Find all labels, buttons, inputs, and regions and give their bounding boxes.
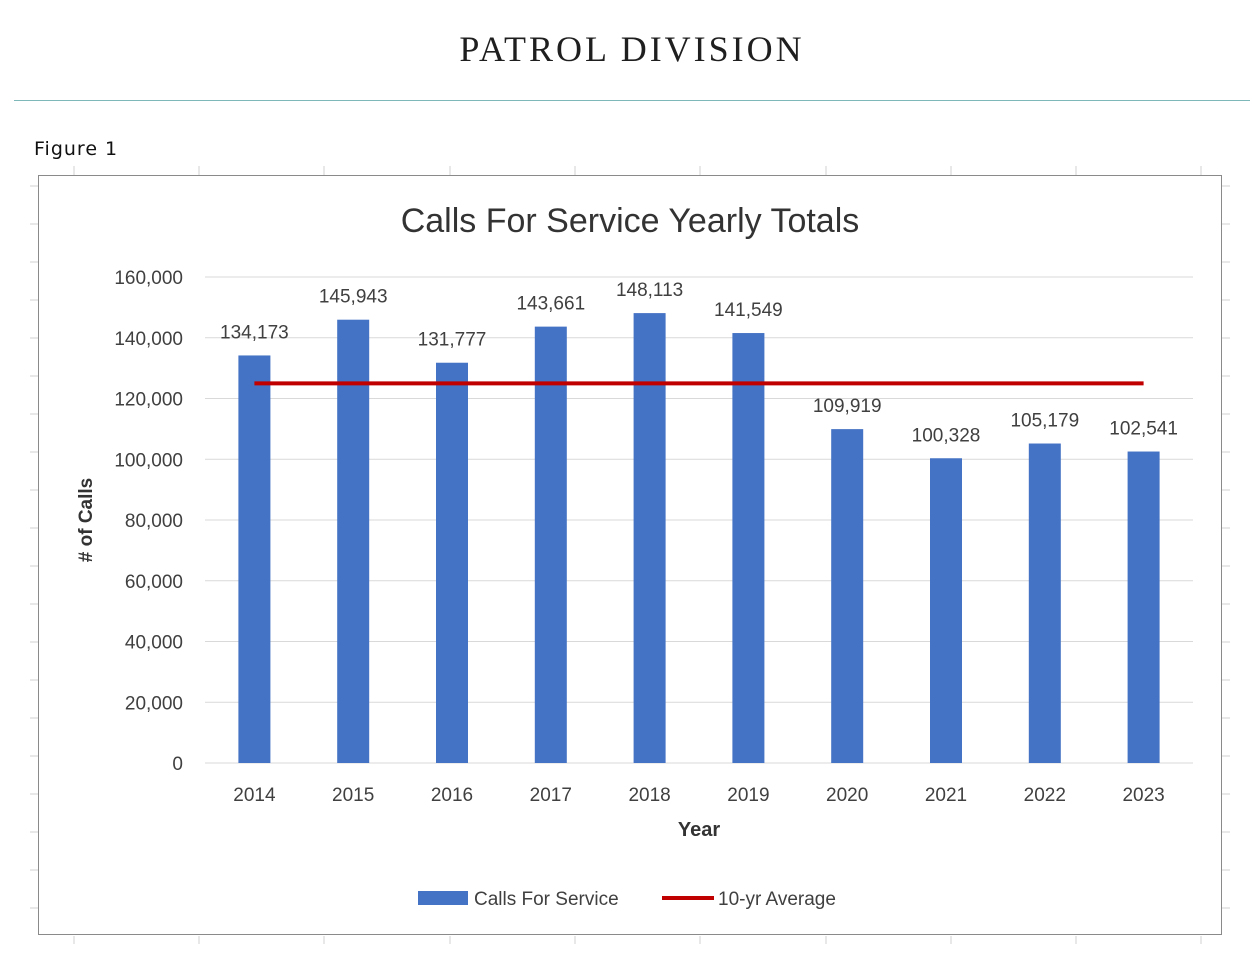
x-tick-label: 2022 — [1024, 785, 1066, 806]
legend: Calls For Service 10-yr Average — [418, 889, 836, 910]
y-tick-label: 100,000 — [114, 450, 183, 471]
bar — [930, 458, 962, 763]
x-tick-label: 2017 — [530, 785, 572, 806]
data-label: 131,777 — [418, 330, 487, 351]
x-tick-label: 2016 — [431, 785, 473, 806]
y-axis-ticks: 0 20,000 40,000 60,000 80,000 100,000 120,000 1… — [114, 268, 183, 775]
x-tick-label: 2014 — [233, 785, 276, 806]
data-label: 148,113 — [616, 280, 683, 301]
data-label: 105,179 — [1010, 411, 1079, 432]
bar — [534, 326, 567, 763]
y-tick-label: 160,000 — [114, 268, 183, 289]
data-label: 109,919 — [813, 396, 882, 417]
chart-frame — [38, 175, 1222, 935]
data-label: 134,173 — [220, 322, 289, 343]
bar — [436, 362, 468, 763]
x-tick-label: 2018 — [628, 785, 670, 806]
x-tick-label: 2019 — [727, 785, 769, 806]
y-tick-label: 140,000 — [114, 329, 183, 350]
x-axis-title: Year — [678, 819, 720, 841]
bar — [732, 333, 765, 763]
bar — [1028, 443, 1061, 763]
legend-label-10-yr-average: 10-yr Average — [718, 889, 836, 910]
data-label: 100,328 — [912, 425, 981, 446]
bar — [337, 319, 370, 763]
bar — [831, 429, 864, 763]
data-label: 102,541 — [1109, 419, 1178, 440]
y-tick-label: 40,000 — [125, 633, 183, 654]
bars — [238, 313, 1160, 763]
y-tick-label: 0 — [172, 754, 183, 775]
chart-title: Calls For Service Yearly Totals — [401, 202, 860, 240]
page-tick-marks — [30, 166, 1230, 944]
y-axis-title: # of Calls — [76, 478, 97, 562]
y-tick-label: 80,000 — [125, 511, 183, 532]
header-divider — [14, 100, 1250, 101]
x-tick-label: 2021 — [925, 785, 967, 806]
bar — [238, 355, 271, 763]
legend-label-calls-for-service: Calls For Service — [474, 889, 619, 910]
legend-swatch-calls-for-service — [418, 891, 468, 905]
data-label: 145,943 — [319, 287, 388, 308]
data-label: 141,549 — [714, 300, 783, 321]
y-tick-label: 120,000 — [114, 390, 183, 411]
y-tick-label: 60,000 — [125, 572, 183, 593]
y-tick-label: 20,000 — [125, 693, 183, 714]
data-label: 143,661 — [516, 294, 585, 315]
data-labels: 134,173 145,943 131,777 143,661 148,113 141,5… — [220, 280, 1178, 446]
x-tick-label: 2023 — [1122, 785, 1164, 806]
bar — [1127, 451, 1160, 763]
page-header: PATROL DIVISION — [459, 29, 805, 69]
x-axis-ticks: 2014 2015 2016 2017 2018 2019 2020 2021 2022 2023 — [233, 785, 1164, 806]
figure-label: Figure 1 — [34, 138, 119, 160]
bar — [633, 313, 666, 763]
gridlines — [205, 276, 1193, 764]
x-tick-label: 2015 — [332, 785, 374, 806]
x-tick-label: 2020 — [826, 785, 868, 806]
